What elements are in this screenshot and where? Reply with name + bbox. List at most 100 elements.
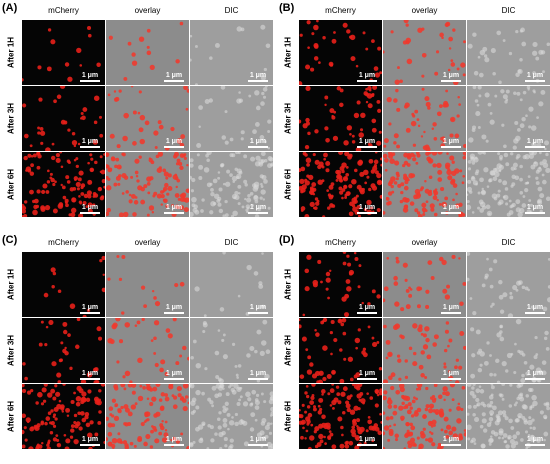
cell	[99, 133, 104, 138]
cell	[168, 384, 174, 390]
cell	[220, 163, 225, 167]
cell	[173, 395, 178, 400]
cell	[502, 39, 506, 42]
cell	[325, 160, 331, 166]
cell	[508, 199, 512, 203]
cell	[140, 186, 145, 192]
cell	[137, 357, 143, 364]
cell	[331, 384, 335, 386]
cell	[514, 175, 520, 181]
scale-bar	[80, 312, 100, 314]
cell	[358, 187, 364, 193]
cell	[146, 213, 150, 217]
cell	[405, 289, 410, 293]
cell	[516, 91, 521, 96]
cell	[354, 168, 358, 173]
cell	[179, 354, 183, 358]
cell	[467, 412, 470, 416]
cells	[190, 319, 271, 383]
cell	[467, 193, 469, 197]
cell	[358, 132, 364, 138]
cell	[137, 111, 141, 115]
cell	[36, 189, 41, 194]
cell	[421, 74, 425, 78]
cell	[386, 399, 393, 405]
cell	[535, 176, 539, 180]
cell	[327, 296, 330, 300]
cell	[55, 152, 61, 158]
cell	[224, 140, 229, 145]
cell	[514, 441, 519, 446]
cell	[60, 183, 63, 187]
cell	[520, 378, 526, 383]
cell	[446, 169, 452, 176]
cells	[467, 252, 550, 317]
cell	[154, 438, 160, 444]
cell	[268, 431, 273, 435]
cell	[499, 155, 503, 159]
cell	[431, 442, 436, 447]
cell	[344, 312, 349, 317]
cell	[532, 50, 538, 56]
cell	[40, 206, 46, 212]
cell	[22, 208, 27, 214]
cell	[130, 86, 134, 88]
cell	[522, 90, 527, 95]
cell	[83, 193, 89, 199]
cell	[175, 185, 178, 189]
cell	[66, 414, 70, 417]
cells	[299, 384, 382, 449]
cell	[113, 97, 119, 102]
micrograph: 1 μm	[467, 252, 550, 317]
cell	[444, 162, 451, 168]
cell	[448, 338, 453, 343]
cell	[351, 140, 356, 144]
cell	[265, 349, 271, 355]
column-header: overlay	[134, 6, 161, 15]
cell	[96, 326, 102, 332]
cell	[416, 436, 420, 440]
cell	[539, 193, 545, 199]
cell	[111, 423, 116, 428]
cell	[157, 152, 164, 157]
cell	[325, 271, 331, 277]
cell	[78, 426, 83, 431]
cell	[103, 185, 105, 189]
cell	[340, 322, 345, 327]
cell	[229, 153, 234, 158]
cell	[54, 180, 57, 184]
cell	[138, 36, 145, 42]
cell	[35, 204, 40, 209]
cell	[32, 199, 36, 204]
cell	[529, 426, 533, 430]
cell	[323, 152, 328, 158]
cell	[374, 72, 381, 78]
cell	[446, 152, 449, 155]
cell	[224, 213, 229, 217]
cell	[255, 105, 261, 111]
cell	[249, 345, 255, 351]
cell	[492, 71, 496, 76]
cell	[305, 394, 310, 399]
cell	[108, 406, 114, 411]
column-header: DIC	[501, 6, 516, 15]
cell	[93, 396, 100, 402]
cell	[262, 87, 268, 92]
cell	[498, 436, 501, 440]
cell	[495, 414, 500, 419]
cell	[57, 203, 64, 209]
cell	[348, 271, 353, 276]
cell	[108, 167, 113, 172]
scale-bar	[525, 312, 545, 314]
cell	[151, 210, 155, 214]
cell	[235, 373, 239, 377]
cell	[222, 405, 226, 409]
cell	[300, 209, 304, 212]
cell	[191, 177, 196, 183]
cell	[510, 184, 514, 188]
cell	[106, 211, 110, 217]
cell	[86, 190, 92, 196]
cell	[252, 186, 259, 192]
cell	[121, 192, 125, 195]
cell	[35, 446, 40, 449]
